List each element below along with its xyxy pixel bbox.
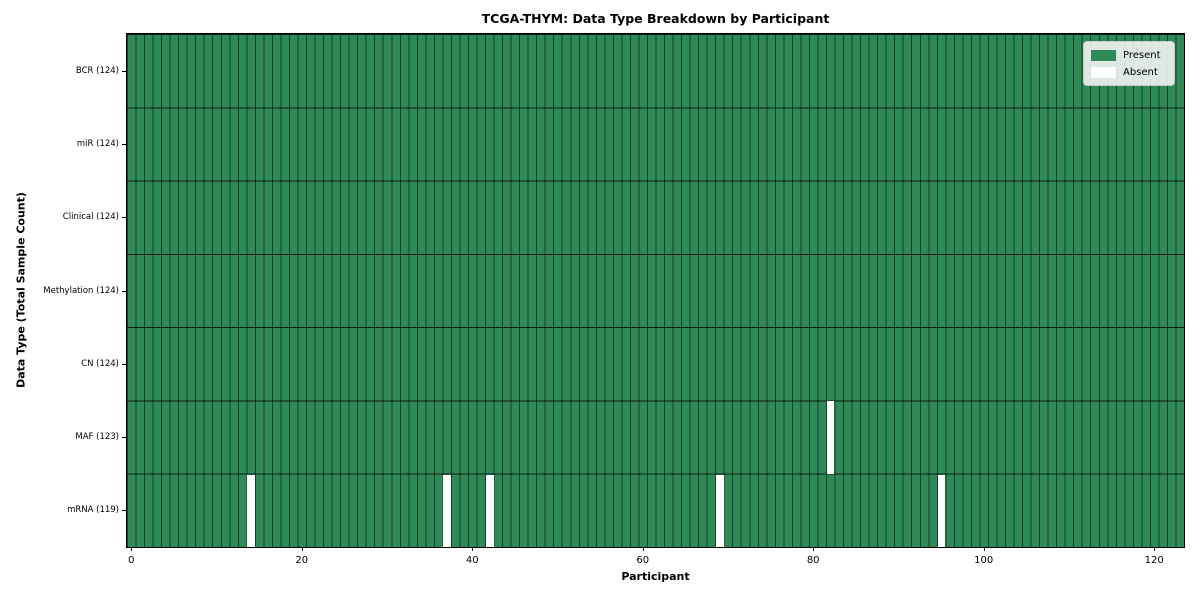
absent-cell-mRNA-95 <box>937 474 946 547</box>
xtick-label-80: 80 <box>806 555 820 566</box>
absent-cell-mRNA-42 <box>486 474 494 547</box>
xtick-mark-100 <box>983 547 985 551</box>
ytick-label-BCR: BCR (124) <box>75 65 119 76</box>
ytick-mark-Clinical <box>122 217 126 218</box>
ytick-label-mRNA: mRNA (119) <box>67 505 119 516</box>
heatmap-plot-area <box>127 34 1184 547</box>
legend-label-present: Present <box>1123 49 1161 61</box>
ytick-mark-mRNA <box>122 510 126 511</box>
ytick-label-CN: CN (124) <box>81 358 119 369</box>
absent-swatch <box>1091 66 1116 78</box>
absent-cell-MAF-82 <box>826 401 835 474</box>
legend-item-absent: Absent <box>1091 65 1167 79</box>
ytick-label-miR: miR (124) <box>76 138 119 149</box>
ytick-mark-MAF <box>122 437 126 438</box>
xtick-mark-20 <box>301 547 303 551</box>
absent-cell-mRNA-69 <box>716 474 724 547</box>
xtick-mark-40 <box>472 547 474 551</box>
xtick-mark-0 <box>131 547 133 551</box>
ytick-mark-BCR <box>122 71 126 72</box>
chart-title: TCGA-THYM: Data Type Breakdown by Partic… <box>481 11 830 26</box>
absent-cell-mRNA-14 <box>247 474 255 547</box>
xtick-label-60: 60 <box>636 555 650 566</box>
xtick-label-120: 120 <box>1144 555 1164 566</box>
xtick-mark-80 <box>813 547 815 551</box>
present-swatch <box>1091 49 1116 61</box>
ytick-mark-Methylation <box>122 291 126 292</box>
legend: Present Absent <box>1083 41 1175 86</box>
xtick-label-0: 0 <box>128 555 135 566</box>
x-axis-label: Participant <box>621 570 690 583</box>
xtick-label-40: 40 <box>465 555 479 566</box>
legend-item-present: Present <box>1091 48 1167 62</box>
xtick-label-100: 100 <box>974 555 994 566</box>
absent-cell-mRNA-37 <box>443 474 451 547</box>
ytick-mark-CN <box>122 364 126 365</box>
ytick-label-Methylation: Methylation (124) <box>43 285 119 296</box>
legend-label-absent: Absent <box>1123 66 1158 78</box>
ytick-mark-miR <box>122 144 126 145</box>
xtick-mark-60 <box>642 547 644 551</box>
xtick-mark-120 <box>1154 547 1156 551</box>
xtick-label-20: 20 <box>295 555 309 566</box>
ytick-label-Clinical: Clinical (124) <box>62 212 119 223</box>
ytick-label-MAF: MAF (123) <box>75 432 119 443</box>
